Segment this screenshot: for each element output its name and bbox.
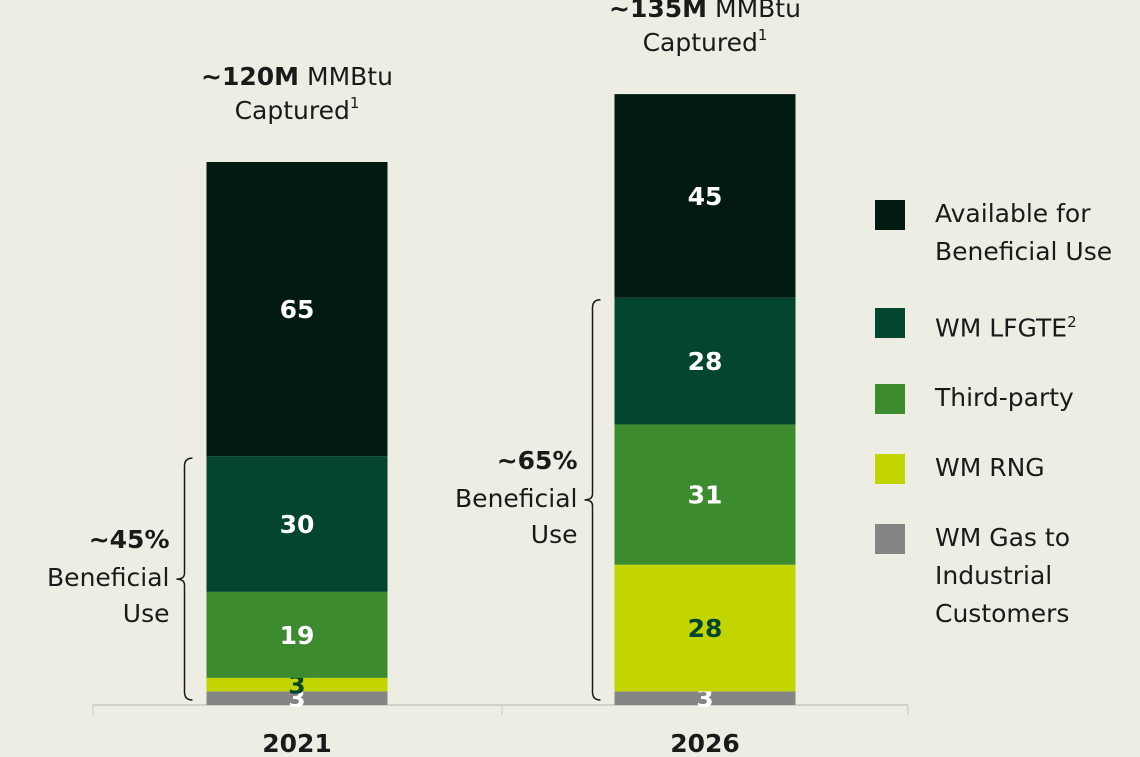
brace bbox=[584, 299, 601, 701]
legend-swatch bbox=[875, 524, 905, 555]
legend-item: WM LFGTE2 bbox=[875, 303, 1140, 347]
legend-label: WM LFGTE2 bbox=[935, 303, 1135, 347]
total-sup: 1 bbox=[758, 26, 768, 44]
value-label: 19 bbox=[280, 621, 315, 650]
legend-text: WM RNG bbox=[935, 453, 1045, 483]
legend-label: Third-party bbox=[935, 379, 1135, 417]
legend: Available for Beneficial Use WM LFGTE2 Thi… bbox=[875, 195, 1140, 665]
legend-text: Available for Beneficial Use bbox=[935, 199, 1113, 266]
total-label: Captured1 bbox=[643, 26, 768, 58]
value-label: 3 bbox=[288, 671, 305, 700]
total-bold: ~120M bbox=[201, 62, 299, 91]
beneficial-percent: ~45% bbox=[89, 525, 170, 554]
legend-label: WM Gas to Industrial Customers bbox=[935, 519, 1135, 633]
beneficial-percent: ~65% bbox=[497, 446, 578, 475]
legend-swatch bbox=[875, 384, 905, 415]
bar-segment bbox=[206, 677, 388, 692]
total-line2: Captured bbox=[235, 96, 350, 125]
legend-text: WM LFGTE bbox=[935, 313, 1068, 343]
brace bbox=[176, 457, 193, 701]
value-label: 45 bbox=[688, 182, 723, 211]
value-label: 65 bbox=[280, 295, 315, 324]
value-label: 3 bbox=[696, 684, 713, 713]
beneficial-label: Beneficial bbox=[47, 563, 169, 592]
x-tick-label: 2021 bbox=[262, 729, 332, 757]
legend-sup: 2 bbox=[1067, 313, 1077, 331]
legend-swatch bbox=[875, 308, 905, 338]
total-unit: MMBtu bbox=[715, 0, 801, 23]
total-label: Captured1 bbox=[235, 94, 360, 126]
total-label: ~135M MMBtu bbox=[609, 0, 801, 23]
total-label: ~120M MMBtu bbox=[201, 62, 393, 91]
value-label: 28 bbox=[688, 347, 723, 376]
value-label: 28 bbox=[688, 614, 723, 643]
beneficial-label: Use bbox=[531, 520, 578, 549]
x-tick-label: 2026 bbox=[670, 729, 740, 757]
bar-segment bbox=[206, 691, 388, 705]
total-unit: MMBtu bbox=[307, 62, 393, 91]
beneficial-label: Beneficial bbox=[455, 484, 577, 513]
bar-segment bbox=[614, 564, 796, 692]
legend-label: Available for Beneficial Use bbox=[935, 195, 1135, 271]
total-bold: ~135M bbox=[609, 0, 707, 23]
total-line2: Captured bbox=[643, 28, 758, 57]
total-sup: 1 bbox=[350, 94, 360, 112]
bar-segment bbox=[614, 94, 796, 298]
legend-item: Third-party bbox=[875, 379, 1140, 417]
value-label: 30 bbox=[280, 510, 315, 539]
value-label: 31 bbox=[688, 481, 723, 510]
beneficial-label: Use bbox=[123, 599, 170, 628]
bar-segment bbox=[206, 456, 388, 592]
value-label: 3 bbox=[288, 684, 305, 713]
legend-item: Available for Beneficial Use bbox=[875, 195, 1140, 271]
legend-swatch bbox=[875, 200, 905, 230]
bar-segment bbox=[206, 162, 388, 457]
legend-item: WM Gas to Industrial Customers bbox=[875, 519, 1140, 633]
legend-swatch bbox=[875, 454, 905, 485]
bar-segment bbox=[206, 591, 388, 678]
legend-text: WM Gas to Industrial Customers bbox=[935, 523, 1070, 629]
bar-segment bbox=[614, 691, 796, 705]
bar-segment bbox=[614, 297, 796, 425]
legend-label: WM RNG bbox=[935, 449, 1135, 487]
bar-segment bbox=[614, 424, 796, 565]
legend-item: WM RNG bbox=[875, 449, 1140, 487]
legend-text: Third-party bbox=[935, 383, 1074, 413]
